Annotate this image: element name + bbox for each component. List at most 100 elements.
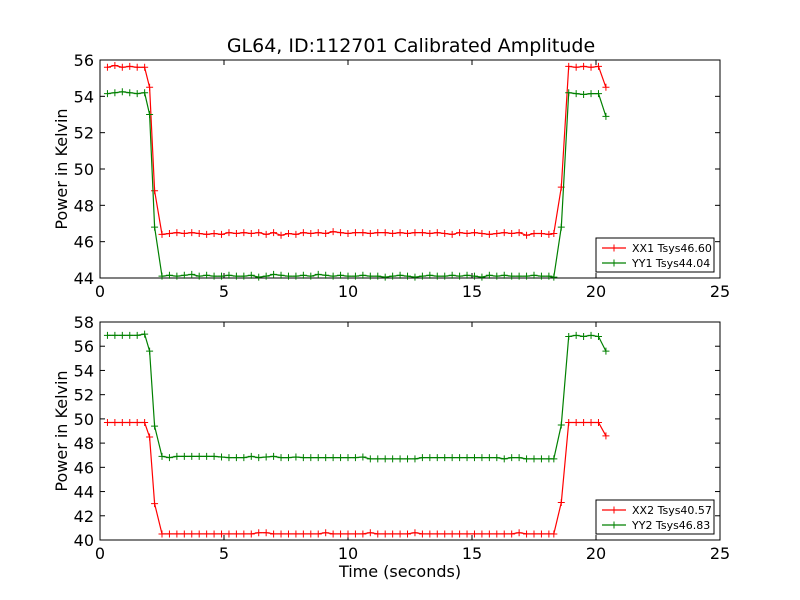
data-point <box>441 530 449 538</box>
data-point <box>180 530 188 538</box>
data-point <box>485 530 493 538</box>
data-point <box>180 229 188 237</box>
data-point <box>173 272 181 280</box>
chart-title: GL64, ID:112701 Calibrated Amplitude <box>227 35 595 57</box>
data-point <box>537 229 545 237</box>
data-point <box>530 530 538 538</box>
y-tick-label: 50 <box>74 410 94 429</box>
data-point <box>118 419 126 427</box>
data-point <box>158 272 166 280</box>
data-point <box>255 454 263 462</box>
data-point <box>195 530 203 538</box>
legend-label: XX2 Tsys40.57 <box>632 504 712 517</box>
data-point <box>262 453 270 461</box>
y-tick-label: 56 <box>74 337 94 356</box>
y-axis-label: Power in Kelvin <box>52 108 71 229</box>
series-yy <box>103 88 610 281</box>
data-point <box>111 89 119 97</box>
data-point <box>133 63 141 71</box>
data-point <box>225 229 233 237</box>
data-point <box>118 88 126 96</box>
data-point <box>218 453 226 461</box>
data-point <box>103 331 111 339</box>
data-point <box>232 272 240 280</box>
data-point <box>448 230 456 238</box>
data-point <box>126 419 134 427</box>
data-point <box>158 452 166 460</box>
data-point <box>485 454 493 462</box>
data-point <box>146 111 154 118</box>
data-point <box>126 62 134 70</box>
data-point <box>359 271 367 279</box>
data-point <box>133 419 141 427</box>
data-point <box>141 419 149 427</box>
data-point <box>118 63 126 71</box>
data-point <box>225 530 233 538</box>
y-tick-label: 54 <box>74 87 94 106</box>
data-point <box>210 452 218 460</box>
data-point <box>433 530 441 538</box>
data-point <box>389 455 397 463</box>
data-point <box>580 91 588 99</box>
data-point <box>284 530 292 538</box>
data-point <box>456 530 464 538</box>
data-point <box>565 62 573 70</box>
data-point <box>111 419 119 427</box>
data-point <box>523 272 531 280</box>
data-point <box>433 229 441 237</box>
data-point <box>433 272 441 280</box>
data-point <box>126 331 134 339</box>
data-point <box>247 452 255 460</box>
data-point <box>314 454 322 462</box>
data-point <box>111 331 119 339</box>
data-point <box>594 90 602 98</box>
data-point <box>173 452 181 460</box>
data-point <box>203 452 211 460</box>
data-point <box>351 454 359 462</box>
data-point <box>411 229 419 237</box>
data-point <box>180 271 188 279</box>
data-point <box>337 229 345 237</box>
data-point <box>463 229 471 237</box>
data-point <box>307 530 315 538</box>
data-point <box>344 229 352 237</box>
data-point <box>307 229 315 237</box>
data-point <box>247 530 255 538</box>
data-point <box>329 530 337 538</box>
data-point <box>537 455 545 463</box>
data-point <box>463 271 471 279</box>
data-point <box>203 230 211 238</box>
data-point <box>587 331 595 339</box>
data-point <box>515 454 523 462</box>
data-point <box>195 452 203 460</box>
y-tick-label: 48 <box>74 434 94 453</box>
data-point <box>500 229 508 237</box>
data-point <box>359 530 367 538</box>
data-point <box>103 419 111 427</box>
data-point <box>247 271 255 279</box>
data-point <box>277 454 285 462</box>
data-point <box>456 229 464 237</box>
data-point <box>255 273 263 281</box>
data-point <box>173 530 181 538</box>
y-tick-label: 40 <box>74 531 94 550</box>
data-point <box>277 530 285 538</box>
series-yy <box>103 330 610 463</box>
data-point <box>299 530 307 538</box>
data-point <box>602 83 610 91</box>
data-point <box>277 231 285 239</box>
data-point <box>448 454 456 462</box>
data-point <box>508 454 516 462</box>
data-point <box>411 455 419 463</box>
data-point <box>146 433 154 441</box>
data-point <box>314 229 322 237</box>
data-point <box>493 229 501 237</box>
data-point <box>448 271 456 279</box>
data-point <box>366 529 374 537</box>
data-point <box>485 271 493 279</box>
data-point <box>426 454 434 462</box>
data-point <box>493 454 501 462</box>
data-point <box>307 454 315 462</box>
data-point <box>530 271 538 279</box>
data-point <box>210 272 218 280</box>
